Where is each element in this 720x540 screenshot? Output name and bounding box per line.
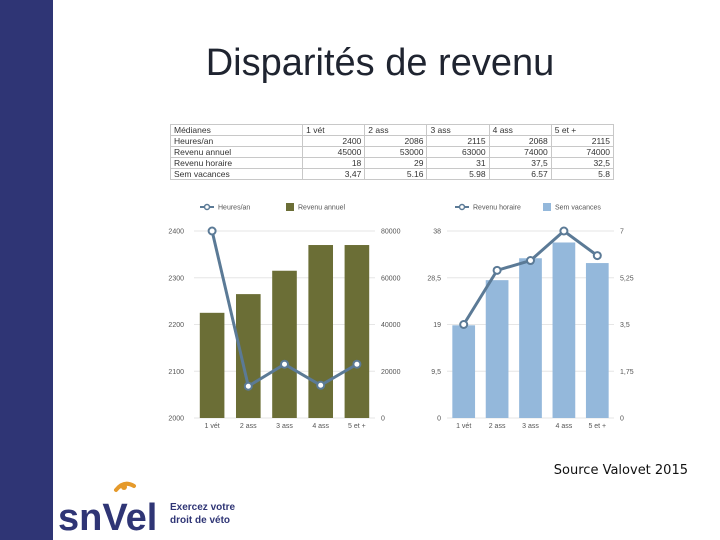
right-axis-tick-label: 20000 — [381, 369, 401, 376]
sidebar-stripe — [0, 0, 53, 540]
stats-table: Médianes 1 vét 2 ass 3 ass 4 ass 5 et + Heures… — [169, 124, 615, 180]
left-axis-tick-label: 9,5 — [431, 369, 441, 376]
bar — [485, 280, 509, 418]
bar — [585, 263, 609, 418]
right-axis-tick-label: 7 — [620, 229, 624, 236]
legend-label: Revenu horaire — [473, 205, 521, 212]
line-point — [207, 226, 217, 236]
x-axis-tick-label: 2 ass — [489, 423, 506, 430]
left-axis-tick-label: 2100 — [168, 369, 184, 376]
left-axis-tick-label: 28,5 — [427, 275, 441, 282]
table-cell: 6.57 — [488, 168, 552, 180]
x-axis-tick-label: 4 ass — [556, 423, 573, 430]
line-point — [559, 226, 569, 236]
legend-line-marker — [203, 203, 211, 211]
right-axis-tick-label: 5,25 — [620, 275, 634, 282]
source-note: Source Valovet 2015 — [553, 463, 688, 478]
right-axis-tick-label: 0 — [381, 416, 385, 423]
right-axis-tick-label: 40000 — [381, 322, 401, 329]
x-axis-tick-label: 5 et + — [588, 423, 606, 430]
x-axis-tick-label: 2 ass — [240, 423, 257, 430]
legend-line-marker — [458, 203, 466, 211]
table-cell: 5.8 — [550, 168, 615, 180]
bar — [235, 294, 261, 418]
line-point — [280, 359, 289, 369]
x-axis-tick-label: 4 ass — [312, 423, 329, 430]
snvel-logo: snVel Exercez votre droit de véto — [58, 481, 235, 538]
legend-bar-swatch — [286, 203, 294, 211]
x-axis-tick-label: 3 ass — [522, 423, 539, 430]
x-axis-tick-label: 3 ass — [276, 423, 293, 430]
table-row: Sem vacances 3,47 5.16 5.98 6.57 5.8 — [169, 168, 615, 180]
legend-label: Heures/an — [218, 205, 250, 212]
right-axis-tick-label: 1,75 — [620, 369, 634, 376]
bar — [199, 312, 225, 418]
line-point — [243, 381, 253, 391]
bar — [452, 325, 476, 418]
right-axis-tick-label: 3,5 — [620, 322, 630, 329]
right-axis-tick-label: 0 — [620, 416, 624, 423]
line-point — [526, 256, 535, 266]
left-axis-tick-label: 2300 — [168, 275, 184, 282]
line-point — [492, 265, 502, 275]
line-point — [592, 251, 602, 261]
x-axis-tick-label: 1 vét — [205, 423, 220, 430]
x-axis-tick-label: 5 et + — [348, 423, 366, 430]
legend-bar-swatch — [543, 203, 551, 211]
left-axis-tick-label: 2400 — [168, 229, 184, 236]
left-axis-tick-label: 2000 — [168, 416, 184, 423]
line-point — [316, 380, 326, 390]
logo-wordmark: snVel — [58, 497, 157, 538]
left-axis-tick-label: 19 — [433, 322, 441, 329]
bar — [308, 245, 334, 418]
line-point — [459, 320, 469, 329]
line-point — [352, 359, 362, 369]
right-axis-tick-label: 80000 — [381, 229, 401, 236]
bar — [344, 245, 370, 418]
legend-label: Revenu annuel — [298, 205, 346, 212]
slide-title: Disparités de revenu — [205, 42, 555, 84]
legend-label: Sem vacances — [555, 205, 601, 212]
logo-tagline-1: Exercez votre — [170, 502, 235, 513]
left-axis-tick-label: 0 — [437, 416, 441, 423]
bar — [272, 270, 297, 418]
right-axis-tick-label: 60000 — [381, 275, 401, 282]
bar — [519, 258, 542, 418]
bar — [552, 242, 576, 418]
logo-tagline-2: droit de véto — [170, 515, 230, 526]
x-axis-tick-label: 1 vét — [456, 423, 471, 430]
left-axis-tick-label: 38 — [433, 229, 441, 236]
left-axis-tick-label: 2200 — [168, 322, 184, 329]
